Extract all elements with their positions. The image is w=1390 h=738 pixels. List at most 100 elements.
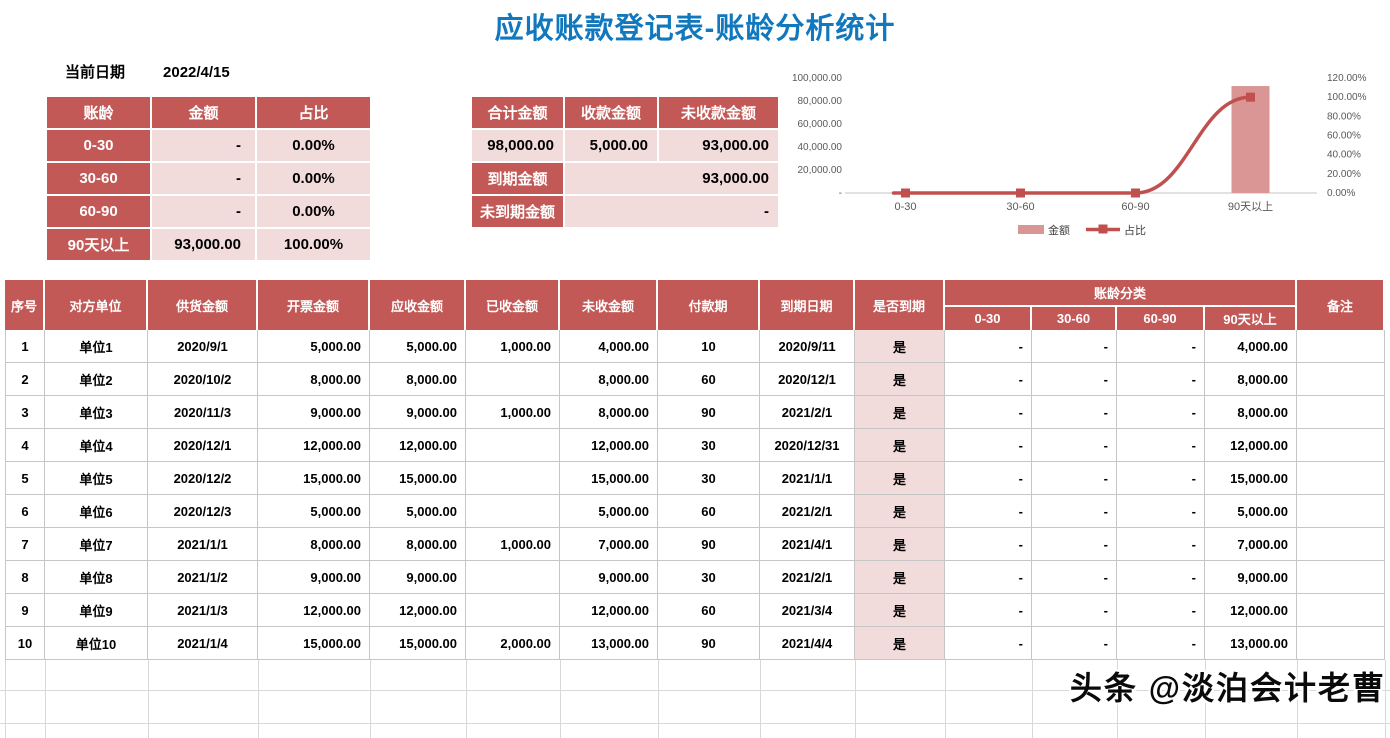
cell-payment-term[interactable]: 10 xyxy=(658,330,760,363)
cell-aging-90plus[interactable]: 9,000.00 xyxy=(1205,561,1298,594)
totals-due-cell[interactable]: 93,000.00 xyxy=(563,161,780,196)
cell-supply-date[interactable]: 2020/9/1 xyxy=(148,330,258,363)
cell-due-date[interactable]: 2021/2/1 xyxy=(760,495,855,528)
cell-is-due[interactable]: 是 xyxy=(855,462,945,495)
cell-due-date[interactable]: 2020/12/1 xyxy=(760,363,855,396)
cell-receivable-amount[interactable]: 5,000.00 xyxy=(370,330,466,363)
cell-aging-90plus[interactable]: 13,000.00 xyxy=(1205,627,1298,660)
cell-supply-date[interactable]: 2021/1/1 xyxy=(148,528,258,561)
cell-aging-0-30[interactable]: - xyxy=(945,462,1032,495)
cell-aging-60-90[interactable]: - xyxy=(1117,495,1205,528)
cell-is-due[interactable]: 是 xyxy=(855,495,945,528)
cell-supply-date[interactable]: 2020/10/2 xyxy=(148,363,258,396)
cell-aging-60-90[interactable]: - xyxy=(1117,429,1205,462)
totals-total-cell[interactable]: 98,000.00 xyxy=(470,128,565,163)
cell-received-amount[interactable] xyxy=(466,594,560,627)
cell-supply-date[interactable]: 2021/1/3 xyxy=(148,594,258,627)
cell-received-amount[interactable]: 1,000.00 xyxy=(466,330,560,363)
cell-aging-90plus[interactable]: 5,000.00 xyxy=(1205,495,1298,528)
cell-is-due[interactable]: 是 xyxy=(855,528,945,561)
cell-aging-60-90[interactable]: - xyxy=(1117,363,1205,396)
cell-unit[interactable]: 单位7 xyxy=(45,528,148,561)
cell-is-due[interactable]: 是 xyxy=(855,363,945,396)
cell-payment-term[interactable]: 90 xyxy=(658,396,760,429)
cell-no[interactable]: 1 xyxy=(5,330,45,363)
cell-unit[interactable]: 单位1 xyxy=(45,330,148,363)
cell-unit[interactable]: 单位8 xyxy=(45,561,148,594)
cell-invoice-amount[interactable]: 8,000.00 xyxy=(258,363,370,396)
cell-aging-60-90[interactable]: - xyxy=(1117,627,1205,660)
cell-invoice-amount[interactable]: 15,000.00 xyxy=(258,462,370,495)
cell-unreceived-amount[interactable]: 8,000.00 xyxy=(560,396,658,429)
cell-payment-term[interactable]: 90 xyxy=(658,627,760,660)
cell-aging-30-60[interactable]: - xyxy=(1032,462,1117,495)
cell-is-due[interactable]: 是 xyxy=(855,594,945,627)
cell-aging-60-90[interactable]: - xyxy=(1117,594,1205,627)
cell-remark[interactable] xyxy=(1297,627,1386,660)
cell-aging-30-60[interactable]: - xyxy=(1032,330,1117,363)
cell-remark[interactable] xyxy=(1297,528,1386,561)
cell-receivable-amount[interactable]: 15,000.00 xyxy=(370,627,466,660)
cell-supply-date[interactable]: 2020/12/2 xyxy=(148,462,258,495)
cell-supply-date[interactable]: 2020/12/3 xyxy=(148,495,258,528)
cell-unit[interactable]: 单位4 xyxy=(45,429,148,462)
cell-no[interactable]: 4 xyxy=(5,429,45,462)
cell-aging-90plus[interactable]: 8,000.00 xyxy=(1205,396,1298,429)
cell-due-date[interactable]: 2021/4/1 xyxy=(760,528,855,561)
cell-aging-30-60[interactable]: - xyxy=(1032,561,1117,594)
cell-received-amount[interactable] xyxy=(466,495,560,528)
cell-unreceived-amount[interactable]: 9,000.00 xyxy=(560,561,658,594)
cell-aging-90plus[interactable]: 12,000.00 xyxy=(1205,594,1298,627)
cell-due-date[interactable]: 2021/1/1 xyxy=(760,462,855,495)
cell-receivable-amount[interactable]: 15,000.00 xyxy=(370,462,466,495)
aging-pct-cell[interactable]: 0.00% xyxy=(255,128,372,163)
cell-due-date[interactable]: 2021/3/4 xyxy=(760,594,855,627)
cell-received-amount[interactable] xyxy=(466,462,560,495)
cell-receivable-amount[interactable]: 12,000.00 xyxy=(370,429,466,462)
cell-unit[interactable]: 单位10 xyxy=(45,627,148,660)
aging-pct-cell[interactable]: 0.00% xyxy=(255,161,372,196)
cell-unit[interactable]: 单位3 xyxy=(45,396,148,429)
cell-aging-60-90[interactable]: - xyxy=(1117,462,1205,495)
cell-no[interactable]: 2 xyxy=(5,363,45,396)
cell-unit[interactable]: 单位9 xyxy=(45,594,148,627)
totals-notdue-cell[interactable]: - xyxy=(563,194,780,229)
cell-unreceived-amount[interactable]: 12,000.00 xyxy=(560,594,658,627)
cell-unit[interactable]: 单位6 xyxy=(45,495,148,528)
cell-is-due[interactable]: 是 xyxy=(855,627,945,660)
cell-payment-term[interactable]: 60 xyxy=(658,594,760,627)
cell-aging-0-30[interactable]: - xyxy=(945,330,1032,363)
aging-amount-cell[interactable]: - xyxy=(150,128,257,163)
cell-received-amount[interactable]: 1,000.00 xyxy=(466,528,560,561)
cell-aging-60-90[interactable]: - xyxy=(1117,528,1205,561)
cell-aging-30-60[interactable]: - xyxy=(1032,495,1117,528)
cell-aging-0-30[interactable]: - xyxy=(945,429,1032,462)
cell-aging-60-90[interactable]: - xyxy=(1117,561,1205,594)
current-date-value[interactable]: 2022/4/15 xyxy=(163,64,230,81)
cell-remark[interactable] xyxy=(1297,363,1386,396)
cell-receivable-amount[interactable]: 9,000.00 xyxy=(370,561,466,594)
cell-aging-0-30[interactable]: - xyxy=(945,363,1032,396)
cell-remark[interactable] xyxy=(1297,330,1386,363)
cell-remark[interactable] xyxy=(1297,429,1386,462)
cell-is-due[interactable]: 是 xyxy=(855,396,945,429)
cell-no[interactable]: 9 xyxy=(5,594,45,627)
totals-received-cell[interactable]: 5,000.00 xyxy=(563,128,659,163)
cell-due-date[interactable]: 2021/4/4 xyxy=(760,627,855,660)
aging-amount-cell[interactable]: 93,000.00 xyxy=(150,227,257,262)
cell-unreceived-amount[interactable]: 7,000.00 xyxy=(560,528,658,561)
cell-invoice-amount[interactable]: 9,000.00 xyxy=(258,561,370,594)
totals-unreceived-cell[interactable]: 93,000.00 xyxy=(657,128,780,163)
cell-supply-date[interactable]: 2020/12/1 xyxy=(148,429,258,462)
cell-unreceived-amount[interactable]: 4,000.00 xyxy=(560,330,658,363)
cell-supply-date[interactable]: 2020/11/3 xyxy=(148,396,258,429)
cell-payment-term[interactable]: 60 xyxy=(658,495,760,528)
cell-no[interactable]: 5 xyxy=(5,462,45,495)
cell-invoice-amount[interactable]: 9,000.00 xyxy=(258,396,370,429)
cell-payment-term[interactable]: 30 xyxy=(658,462,760,495)
cell-aging-30-60[interactable]: - xyxy=(1032,363,1117,396)
cell-aging-30-60[interactable]: - xyxy=(1032,627,1117,660)
aging-pct-cell[interactable]: 0.00% xyxy=(255,194,372,229)
cell-aging-90plus[interactable]: 7,000.00 xyxy=(1205,528,1298,561)
cell-no[interactable]: 7 xyxy=(5,528,45,561)
